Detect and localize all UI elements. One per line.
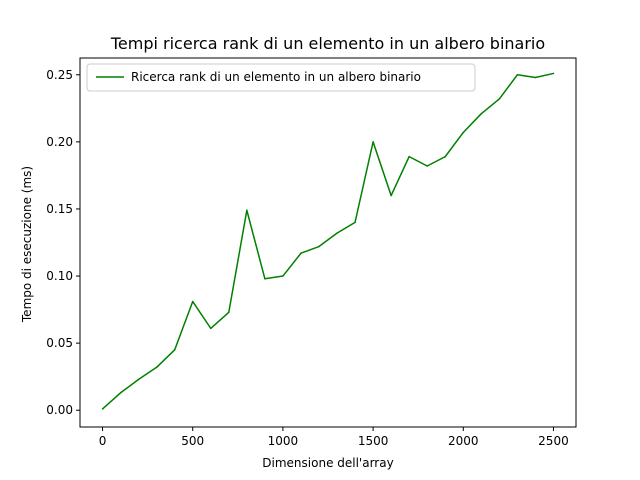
data-point bbox=[534, 76, 537, 79]
data-point bbox=[372, 141, 374, 143]
series-line bbox=[102, 72, 554, 410]
data-point bbox=[354, 221, 356, 224]
data-point bbox=[264, 277, 266, 280]
chart-title: Tempi ricerca rank di un elemento in un … bbox=[110, 34, 545, 53]
x-axis-label: Dimensione dell'array bbox=[262, 456, 393, 470]
data-point bbox=[282, 275, 284, 277]
data-point bbox=[498, 98, 501, 100]
legend-box bbox=[86, 63, 476, 92]
x-tick-label: 2000 bbox=[448, 434, 479, 448]
x-axis: 0 500 1000 1500 2000 2500 bbox=[99, 427, 569, 448]
y-tick-label: 0.05 bbox=[46, 336, 73, 350]
y-axis: 0.00 0.05 0.10 0.15 0.20 0.25 bbox=[46, 68, 80, 417]
x-tick-label: 2500 bbox=[538, 434, 569, 448]
legend-entry: Ricerca rank di un elemento in un albero… bbox=[131, 70, 421, 84]
x-tick-label: 1000 bbox=[268, 434, 299, 448]
x-tick-label: 0 bbox=[99, 434, 107, 448]
data-point bbox=[552, 72, 555, 75]
x-tick-label: 500 bbox=[181, 434, 204, 448]
data-point bbox=[300, 252, 302, 254]
data-point bbox=[228, 311, 230, 314]
data-point bbox=[119, 392, 122, 394]
y-tick-label: 0.10 bbox=[46, 269, 73, 283]
data-point bbox=[516, 74, 519, 76]
data-point bbox=[408, 155, 410, 158]
data-point bbox=[480, 112, 483, 115]
data-point bbox=[137, 378, 140, 381]
x-tick-label: 1500 bbox=[358, 434, 389, 448]
plot-frame bbox=[79, 57, 577, 428]
series-layer bbox=[101, 72, 555, 410]
data-point bbox=[318, 245, 320, 248]
data-point bbox=[336, 232, 338, 234]
y-tick-label: 0.25 bbox=[46, 68, 73, 82]
data-point bbox=[101, 408, 104, 410]
data-point bbox=[246, 209, 248, 212]
data-point bbox=[210, 327, 212, 330]
legend: Ricerca rank di un elemento in un albero… bbox=[86, 63, 476, 92]
data-point bbox=[444, 155, 446, 158]
data-point bbox=[191, 300, 194, 303]
data-point bbox=[462, 131, 465, 134]
data-point bbox=[173, 349, 176, 351]
data-point bbox=[155, 366, 158, 369]
y-tick-label: 0.20 bbox=[46, 135, 73, 149]
y-axis-label: Tempo di esecuzione (ms) bbox=[20, 166, 34, 323]
data-point bbox=[426, 165, 428, 167]
y-tick-label: 0.15 bbox=[46, 202, 73, 216]
data-point bbox=[390, 194, 392, 197]
y-tick-label: 0.00 bbox=[46, 403, 73, 417]
